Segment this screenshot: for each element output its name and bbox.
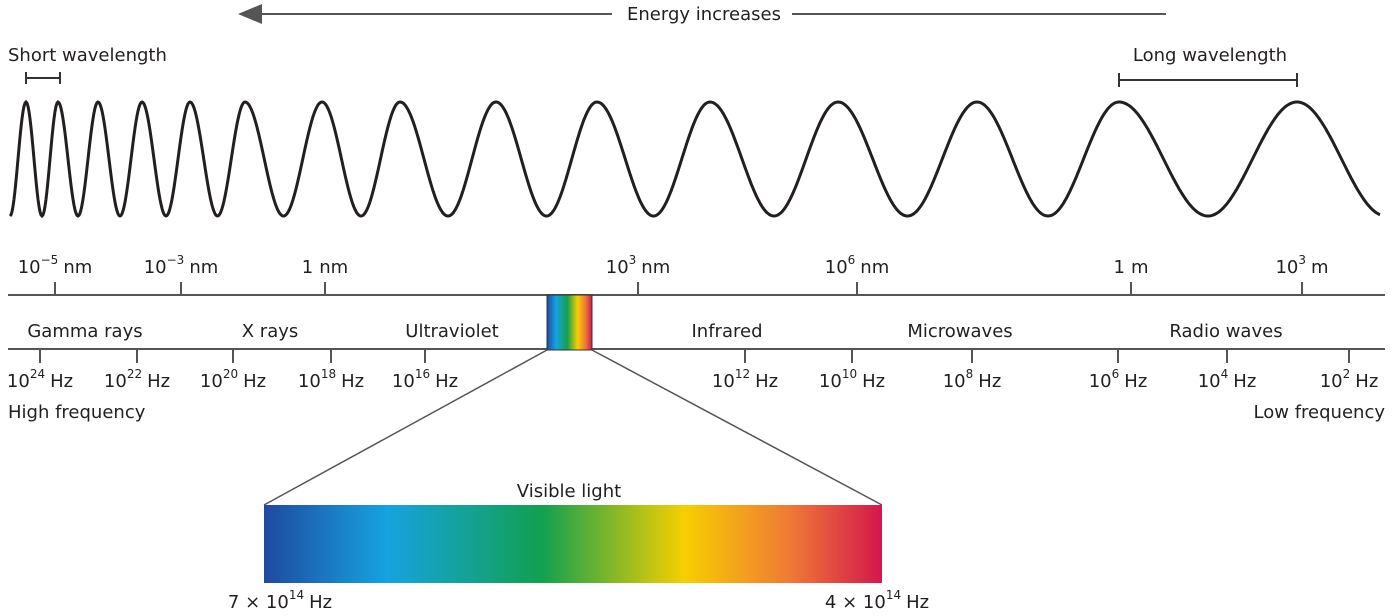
label-exponent: 20: [223, 367, 238, 381]
short-label: Short wavelength: [8, 45, 167, 66]
visible-spectrum: [264, 505, 882, 583]
visible-right-label: 4 × 1014 Hz: [825, 588, 929, 614]
label-exponent: −5: [41, 253, 59, 267]
visible-title: Visible light: [517, 481, 621, 502]
label-base: 10: [7, 371, 30, 392]
wave: [8, 99, 1381, 219]
band-label: X rays: [242, 321, 299, 342]
label-unit: nm: [641, 257, 670, 278]
label-exponent: 2: [1343, 367, 1351, 381]
label-exponent: 6: [1112, 367, 1120, 381]
band-label: Gamma rays: [27, 321, 142, 342]
label-exponent: 6: [848, 253, 856, 267]
wavelength-label: 1 nm: [302, 257, 348, 278]
label-base: 10: [819, 371, 842, 392]
label-base: 10: [298, 371, 321, 392]
label-unit: Hz: [1233, 371, 1256, 392]
label-base: 10: [1089, 371, 1112, 392]
band-label: Ultraviolet: [405, 321, 498, 342]
frequency-label: 1010 Hz: [819, 367, 885, 393]
frequency-label: 1024 Hz: [7, 367, 73, 393]
wavelength-label: 10−3 nm: [144, 253, 219, 279]
label-base: 10: [1198, 371, 1221, 392]
label-unit: nm: [860, 257, 889, 278]
band-label: Infrared: [692, 321, 763, 342]
label-base: 1: [1114, 257, 1125, 278]
label-exponent: 10: [842, 367, 857, 381]
frequency-label: 1022 Hz: [104, 367, 170, 393]
label-base: 1: [302, 257, 313, 278]
label-unit: nm: [189, 257, 218, 278]
label-base: 10: [1275, 257, 1298, 278]
label-base: 10: [392, 371, 415, 392]
label-unit: m: [1131, 257, 1149, 278]
label-exponent: 24: [30, 367, 45, 381]
label-base: 10: [200, 371, 223, 392]
label-unit: Hz: [243, 371, 266, 392]
label-unit: Hz: [1355, 371, 1378, 392]
label-exponent: 3: [1298, 253, 1306, 267]
label-unit: nm: [319, 257, 348, 278]
visible-left-label: 7 × 1014 Hz: [228, 588, 332, 614]
short-bracket: [25, 72, 61, 84]
label-base: 10: [943, 371, 966, 392]
label-base: 10: [606, 257, 629, 278]
frequency-label: 1012 Hz: [712, 367, 778, 393]
frequency-label: 102 Hz: [1320, 367, 1379, 393]
label-unit: Hz: [755, 371, 778, 392]
frequency-label: 106 Hz: [1089, 367, 1148, 393]
label-exponent: 12: [735, 367, 750, 381]
label-unit: Hz: [50, 371, 73, 392]
band-label: Radio waves: [1169, 321, 1282, 342]
label-base: 7 × 10: [228, 592, 289, 613]
frequency-label: 104 Hz: [1198, 367, 1257, 393]
label-unit: Hz: [906, 592, 929, 613]
label-base: 10: [144, 257, 167, 278]
wavelength-label: 106 nm: [825, 253, 890, 279]
label-unit: Hz: [147, 371, 170, 392]
frequency-label: 1016 Hz: [392, 367, 458, 393]
wavelength-label: 103 nm: [606, 253, 671, 279]
label-base: 4 × 10: [825, 592, 886, 613]
frequency-label: 1018 Hz: [298, 367, 364, 393]
label-exponent: 16: [415, 367, 430, 381]
wavelength-label: 10−5 nm: [18, 253, 93, 279]
label-exponent: 18: [321, 367, 336, 381]
energy-title: Energy increases: [627, 4, 781, 25]
label-unit: nm: [63, 257, 92, 278]
visible-band: [546, 294, 593, 351]
label-exponent: 22: [127, 367, 142, 381]
label-unit: Hz: [978, 371, 1001, 392]
label-exponent: 14: [886, 588, 901, 602]
zoom-line: [263, 349, 548, 506]
zoom-line: [591, 349, 883, 506]
label-unit: Hz: [1124, 371, 1147, 392]
label-base: 10: [825, 257, 848, 278]
label-base: 10: [104, 371, 127, 392]
label-base: 10: [1320, 371, 1343, 392]
label-exponent: 14: [289, 588, 304, 602]
label-unit: Hz: [862, 371, 885, 392]
label-unit: Hz: [309, 592, 332, 613]
high-frequency: High frequency: [8, 402, 146, 423]
wavelength-label: 103 m: [1275, 253, 1328, 279]
label-base: 10: [712, 371, 735, 392]
long-bracket: [1118, 73, 1298, 87]
label-exponent: 3: [629, 253, 637, 267]
label-exponent: 4: [1221, 367, 1229, 381]
label-unit: m: [1311, 257, 1329, 278]
label-unit: Hz: [435, 371, 458, 392]
band-label: Microwaves: [907, 321, 1012, 342]
low-frequency: Low frequency: [1254, 402, 1386, 423]
frequency-label: 1020 Hz: [200, 367, 266, 393]
label-exponent: 8: [966, 367, 974, 381]
label-exponent: −3: [167, 253, 185, 267]
label-base: 10: [18, 257, 41, 278]
label-unit: Hz: [341, 371, 364, 392]
long-label: Long wavelength: [1133, 45, 1287, 66]
frequency-label: 108 Hz: [943, 367, 1002, 393]
